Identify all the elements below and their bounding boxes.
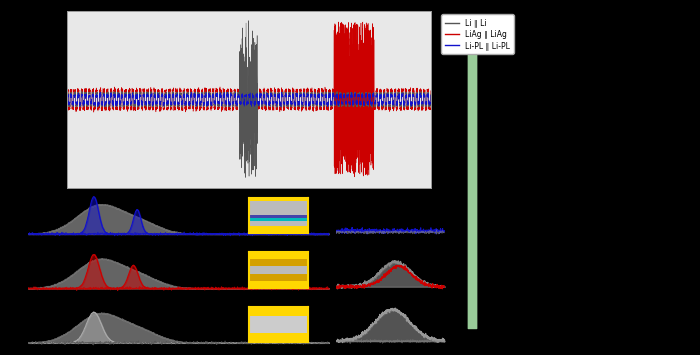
Y-axis label: Voltage (V vs Li/Li⁺): Voltage (V vs Li/Li⁺) xyxy=(31,58,40,141)
Bar xyxy=(248,198,308,201)
Bar xyxy=(248,266,308,274)
Bar xyxy=(248,201,308,215)
Bar xyxy=(248,218,308,221)
Bar xyxy=(248,333,308,342)
Bar xyxy=(248,316,308,333)
Legend: Li ∥ Li, LiAg ∥ LiAg, Li-PL ∥ Li-PL: Li ∥ Li, LiAg ∥ LiAg, Li-PL ∥ Li-PL xyxy=(441,15,514,54)
Bar xyxy=(248,281,308,288)
Bar xyxy=(248,226,308,233)
FancyArrowPatch shape xyxy=(463,34,482,328)
X-axis label: Cycle (N): Cycle (N) xyxy=(228,208,270,217)
Bar xyxy=(248,215,308,218)
Bar xyxy=(248,221,308,226)
Bar xyxy=(248,307,308,316)
Bar xyxy=(248,274,308,281)
Bar xyxy=(248,252,308,260)
Text: Li°: Li° xyxy=(118,224,131,235)
Bar xyxy=(248,260,308,266)
